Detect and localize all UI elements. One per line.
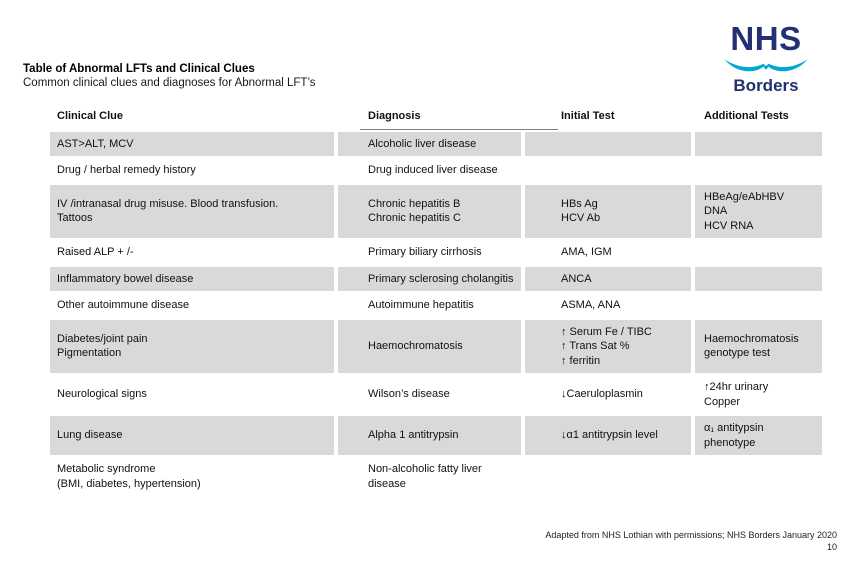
cell-initial-test (525, 131, 691, 156)
nhs-region-label: Borders (733, 76, 799, 95)
cell-diagnosis: Haemochromatosis (338, 319, 521, 373)
cell-additional-tests (695, 293, 822, 318)
table-row: Lung disease Alpha 1 antitrypsin ↓α1 ant… (50, 416, 822, 455)
cell-additional-tests (695, 240, 822, 265)
table-row: Inflammatory bowel disease Primary scler… (50, 266, 822, 291)
cell-clinical-clue: Diabetes/joint pain Pigmentation (50, 319, 334, 373)
nhs-swoosh-icon (724, 59, 808, 72)
cell-initial-test: ↑ Serum Fe / TIBC ↑ Trans Sat % ↑ ferrit… (525, 319, 691, 373)
table-body: AST>ALT, MCV Alcoholic liver disease Dru… (50, 131, 822, 497)
cell-diagnosis: Drug induced liver disease (368, 164, 498, 176)
table-row: Neurological signs Wilson’s disease ↓Cae… (50, 375, 822, 414)
table-row: Raised ALP + /- Primary biliary cirrhosi… (50, 240, 822, 265)
column-header-clinical-clue: Clinical Clue (57, 110, 124, 122)
cell-initial-test: ↓α1 antitrypsin level (525, 416, 691, 455)
table-row: Drug / herbal remedy history Drug induce… (50, 158, 822, 183)
column-header-initial-test: Initial Test (561, 110, 615, 122)
cell-initial-test: ANCA (525, 266, 691, 291)
cell-clinical-clue: Metabolic syndrome (BMI, diabetes, hyper… (57, 463, 201, 490)
cell-additional-tests (695, 131, 822, 156)
page-subtitle: Common clinical clues and diagnoses for … (23, 77, 316, 89)
cell-additional-tests: HBeAg/eAbHBV DNA HCV RNA (695, 184, 822, 238)
cell-initial-test: AMA, IGM (561, 246, 612, 258)
cell-initial-test: ASMA, ANA (561, 299, 621, 311)
table-row: AST>ALT, MCV Alcoholic liver disease (50, 131, 822, 156)
table-row: Metabolic syndrome (BMI, diabetes, hyper… (50, 457, 822, 496)
cell-clinical-clue: Raised ALP + /- (57, 246, 134, 258)
cell-diagnosis: Non-alcoholic fatty liver disease (368, 463, 482, 490)
cell-diagnosis: Autoimmune hepatitis (368, 299, 474, 311)
cell-additional-tests: α₁ antitypsin phenotype (695, 416, 822, 455)
cell-clinical-clue: Inflammatory bowel disease (50, 266, 334, 291)
table-row: Other autoimmune disease Autoimmune hepa… (50, 293, 822, 318)
title-block: Table of Abnormal LFTs and Clinical Clue… (23, 62, 316, 91)
nhs-wordmark: NHS (730, 20, 802, 57)
nhs-borders-logo: NHS Borders (716, 22, 816, 96)
diagnosis-header-underline (360, 129, 558, 130)
table-header-row: Clinical Clue Diagnosis Initial Test Add… (50, 106, 822, 131)
cell-clinical-clue: Drug / herbal remedy history (57, 164, 196, 176)
cell-additional-tests: Haemochromatosis genotype test (695, 319, 822, 373)
cell-clinical-clue: Lung disease (50, 416, 334, 455)
cell-initial-test: ↓Caeruloplasmin (561, 388, 643, 401)
cell-initial-test (525, 457, 691, 496)
cell-diagnosis: Wilson’s disease (368, 388, 450, 401)
cell-diagnosis: Chronic hepatitis B Chronic hepatitis C (338, 184, 521, 238)
cell-diagnosis: Alcoholic liver disease (338, 131, 521, 156)
table-row: IV /intranasal drug misuse. Blood transf… (50, 184, 822, 238)
table-row: Diabetes/joint pain Pigmentation Haemoch… (50, 319, 822, 373)
cell-additional-tests: ↑24hr urinary Copper (704, 381, 769, 408)
cell-initial-test (525, 158, 691, 183)
footer-note: Adapted from NHS Lothian with permission… (545, 530, 837, 540)
cell-clinical-clue: Other autoimmune disease (57, 299, 190, 311)
abnormal-lft-table: Clinical Clue Diagnosis Initial Test Add… (50, 106, 822, 498)
cell-diagnosis: Primary biliary cirrhosis (368, 246, 482, 258)
cell-clinical-clue: AST>ALT, MCV (50, 131, 334, 156)
cell-additional-tests (695, 457, 822, 496)
page-title: Table of Abnormal LFTs and Clinical Clue… (23, 63, 255, 75)
cell-additional-tests (695, 266, 822, 291)
cell-diagnosis: Primary sclerosing cholangitis (338, 266, 521, 291)
column-header-additional-tests: Additional Tests (704, 110, 789, 122)
cell-initial-test: HBs Ag HCV Ab (525, 184, 691, 238)
column-header-diagnosis: Diagnosis (368, 110, 421, 122)
cell-additional-tests (695, 158, 822, 183)
cell-clinical-clue: IV /intranasal drug misuse. Blood transf… (50, 184, 334, 238)
page-footer: Adapted from NHS Lothian with permission… (545, 529, 837, 553)
page-number: 10 (826, 542, 837, 552)
cell-clinical-clue: Neurological signs (57, 388, 147, 401)
cell-diagnosis: Alpha 1 antitrypsin (338, 416, 521, 455)
